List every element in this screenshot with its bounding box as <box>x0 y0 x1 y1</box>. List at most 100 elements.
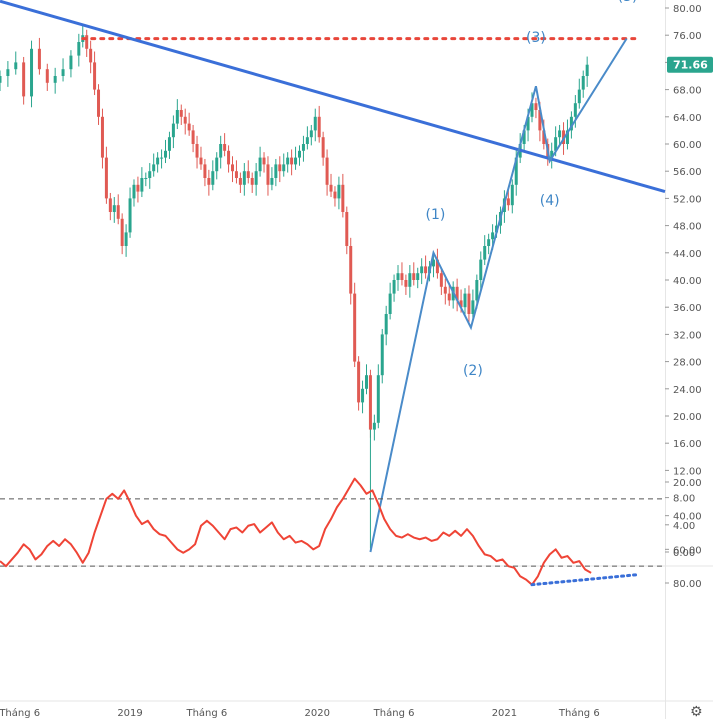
candle-body <box>345 212 349 246</box>
wave-label: (3) <box>526 30 546 46</box>
time-axis[interactable]: Tháng 6 2019 Tháng 6 2020 Tháng 6 2021 Tháng 6 <box>0 707 600 719</box>
candle-body <box>491 232 495 240</box>
wave-label: (2) <box>463 363 483 379</box>
price-axis[interactable]: 80.0076.0072.0068.0064.0060.0056.0052.00… <box>665 4 713 559</box>
candle-body <box>242 171 246 185</box>
candle-body <box>400 273 404 280</box>
candle-body <box>325 157 329 185</box>
candle-body <box>148 171 152 178</box>
elliott-wave-path <box>369 38 628 553</box>
candle-body <box>77 42 81 56</box>
candle-body <box>227 150 231 165</box>
settings-gear-icon[interactable]: ⚙ <box>690 704 703 719</box>
candle-body <box>104 157 108 199</box>
candle-body <box>550 150 554 158</box>
candle-body <box>286 157 290 165</box>
candle-body <box>372 422 376 430</box>
candle-body <box>112 205 116 212</box>
price-tick-label: 0.00 <box>673 548 695 559</box>
candle-body <box>522 130 526 144</box>
candle-body <box>321 137 325 158</box>
candle-body <box>447 293 451 301</box>
candle-body <box>479 259 483 280</box>
candle-body <box>408 273 412 287</box>
price-tick-label: 24.00 <box>673 385 702 396</box>
time-tick-label[interactable]: 2020 <box>305 708 330 719</box>
candle-body <box>108 198 112 212</box>
candle-body <box>140 178 144 192</box>
candle-body <box>510 184 514 206</box>
candle-body <box>416 273 420 280</box>
candle-body <box>565 130 569 144</box>
candle-body <box>530 103 534 117</box>
candle-body <box>61 69 65 76</box>
time-tick-label[interactable]: 2019 <box>117 708 142 719</box>
candle-body <box>120 218 124 246</box>
price-tick-label: 20.00 <box>673 412 702 423</box>
candle-body <box>266 164 270 185</box>
candle-body <box>380 334 384 376</box>
candle-body <box>337 184 341 199</box>
candle-body <box>187 123 191 131</box>
candle-body <box>506 198 510 206</box>
time-tick-label[interactable]: Tháng 6 <box>185 707 227 719</box>
candle-body <box>132 184 136 199</box>
price-tick-label: 52.00 <box>673 194 702 205</box>
candle-body <box>171 123 175 138</box>
candle-body <box>558 130 562 138</box>
candle-body <box>431 259 435 267</box>
time-tick-label[interactable]: Tháng 6 <box>373 707 415 719</box>
candle-body <box>6 69 10 76</box>
candle-body <box>364 375 368 389</box>
candle-body <box>282 164 286 172</box>
candle-body <box>195 144 199 158</box>
candle-body <box>160 157 164 159</box>
candle-body <box>175 110 179 124</box>
candle-body <box>585 64 589 76</box>
candle-body <box>258 157 262 172</box>
price-tick-label: 64.00 <box>673 113 702 124</box>
candle-body <box>577 89 581 104</box>
candle-body <box>144 178 148 179</box>
candle-body <box>14 62 18 70</box>
price-tick-label: 56.00 <box>673 167 702 178</box>
candle-body <box>128 198 132 233</box>
candle-body <box>231 164 235 172</box>
candle-body <box>471 300 475 314</box>
overlays: (1) (2) (3) (4) (5) <box>0 0 666 553</box>
price-tick-label: 8.00 <box>673 494 695 505</box>
candle-body <box>317 116 321 138</box>
candle-body <box>439 273 443 287</box>
candle-body <box>420 266 424 274</box>
candle-body <box>483 246 487 260</box>
candle-body <box>0 76 2 83</box>
candle-body <box>333 191 337 199</box>
candle-body <box>542 130 546 144</box>
candle-body <box>392 280 396 294</box>
candle-body <box>199 157 203 165</box>
candle-body <box>554 137 558 151</box>
wave-label: (1) <box>426 207 446 223</box>
candle-body <box>93 62 97 90</box>
last-price-box <box>667 56 713 73</box>
wave-label: (5) <box>618 0 638 5</box>
candle-body <box>219 144 223 158</box>
candle-body <box>246 171 250 178</box>
wave-label: (4) <box>540 193 560 209</box>
candle-body <box>301 144 305 151</box>
time-tick-label[interactable]: 2021 <box>492 708 517 719</box>
candle-body <box>463 293 467 308</box>
time-tick-label[interactable]: Tháng 6 <box>0 707 40 719</box>
candle-body <box>290 157 294 165</box>
candle-body <box>45 69 49 83</box>
price-tick-label: 12.00 <box>673 466 702 477</box>
rsi-divergence-line <box>530 573 640 587</box>
time-tick-label[interactable]: Tháng 6 <box>558 707 600 719</box>
candle-body <box>69 55 73 70</box>
candle-body <box>309 130 313 138</box>
candle-body <box>207 178 211 185</box>
last-price-label: 71.66 <box>673 59 708 72</box>
rsi-pane: 80.00 60.00 40.00 20.00 <box>0 477 702 590</box>
candle-body <box>152 164 156 172</box>
candle-body <box>191 130 195 144</box>
